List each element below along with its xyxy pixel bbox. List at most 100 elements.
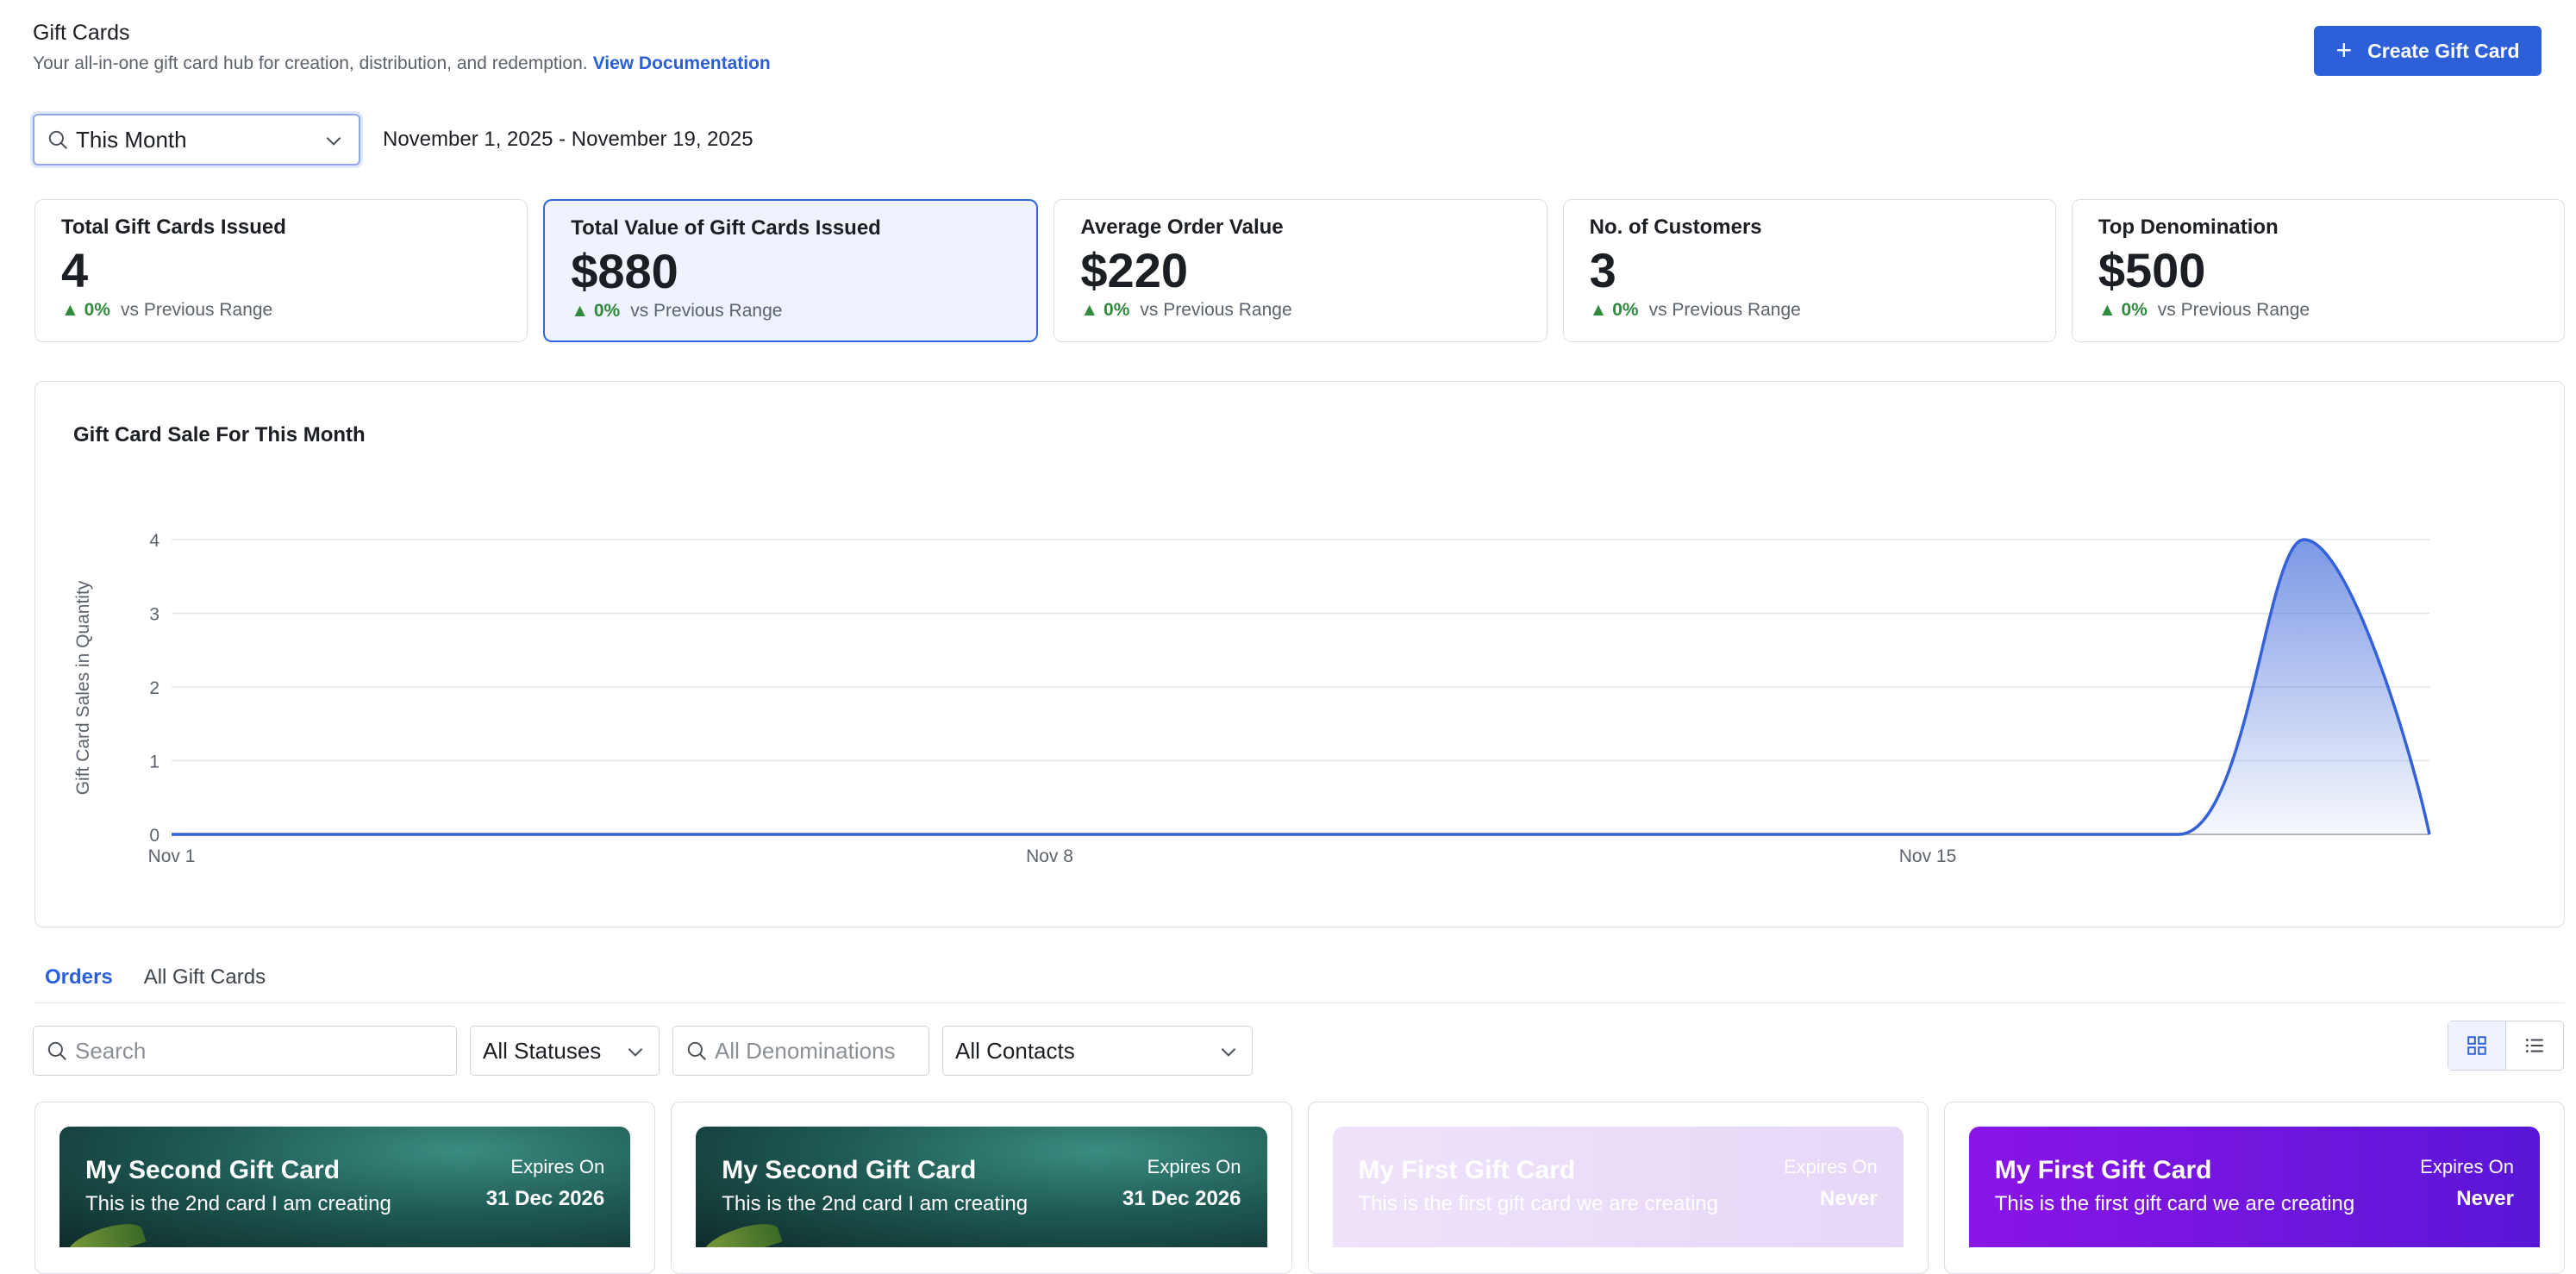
stat-average-order[interactable]: Average Order Value $220 ▲ 0% vs Previous… bbox=[1054, 199, 1547, 342]
x-tick-label: Nov 1 bbox=[148, 846, 196, 866]
grid-view-button[interactable] bbox=[2448, 1021, 2506, 1070]
gift-card-expiry: Expires On 31 Dec 2026 bbox=[486, 1156, 604, 1211]
gift-card-preview: My Second Gift Card This is the 2nd card… bbox=[696, 1127, 1266, 1247]
stat-label: Total Value of Gift Cards Issued bbox=[571, 216, 1010, 240]
trend-up-icon: ▲ 0% bbox=[1590, 300, 1639, 320]
stat-change: 0% bbox=[2121, 300, 2147, 320]
gift-card-expiry: Expires On Never bbox=[1784, 1156, 1878, 1211]
x-tick-label: Nov 15 bbox=[1899, 846, 1957, 866]
leaf-decoration bbox=[65, 1217, 147, 1247]
search-icon bbox=[685, 1040, 708, 1062]
create-gift-card-button[interactable]: + Create Gift Card bbox=[2314, 26, 2542, 76]
page-subtitle: Your all-in-one gift card hub for creati… bbox=[33, 53, 771, 74]
stat-label: Total Gift Cards Issued bbox=[61, 215, 501, 240]
filters-bar: Search All Statuses All Denominations Al… bbox=[33, 1026, 1253, 1076]
gift-card-item[interactable]: My First Gift Card This is the first gif… bbox=[1308, 1102, 1929, 1274]
y-tick-label: 1 bbox=[149, 753, 159, 772]
gift-card-item[interactable]: My First Gift Card This is the first gif… bbox=[1944, 1102, 2565, 1274]
stat-value: 4 bbox=[61, 243, 501, 298]
stat-label: No. of Customers bbox=[1590, 215, 2029, 240]
stat-compare: vs Previous Range bbox=[630, 301, 782, 321]
date-range-select[interactable]: This Month bbox=[33, 114, 360, 165]
stat-top-denomination[interactable]: Top Denomination $500 ▲ 0% vs Previous Ra… bbox=[2072, 199, 2565, 342]
view-toggle bbox=[2448, 1021, 2564, 1071]
grid-icon bbox=[2466, 1034, 2488, 1057]
view-documentation-link[interactable]: View Documentation bbox=[593, 53, 771, 73]
stat-trend: ▲ 0% vs Previous Range bbox=[2098, 300, 2538, 321]
gift-card-grid: My Second Gift Card This is the 2nd card… bbox=[34, 1102, 2565, 1274]
leaf-decoration bbox=[701, 1217, 783, 1247]
status-value: All Statuses bbox=[483, 1038, 601, 1065]
page-title: Gift Cards bbox=[33, 21, 771, 46]
trend-up-icon: ▲ 0% bbox=[61, 300, 110, 320]
search-placeholder: Search bbox=[75, 1038, 146, 1065]
chevron-down-icon bbox=[624, 1040, 647, 1063]
contacts-select[interactable]: All Contacts bbox=[942, 1026, 1253, 1076]
stat-trend: ▲ 0% vs Previous Range bbox=[61, 300, 501, 321]
gift-card-preview: My First Gift Card This is the first gif… bbox=[1333, 1127, 1904, 1247]
search-input[interactable]: Search bbox=[33, 1026, 457, 1076]
gift-card-item[interactable]: My Second Gift Card This is the 2nd card… bbox=[34, 1102, 655, 1274]
stat-label: Average Order Value bbox=[1080, 215, 1520, 240]
expiry-date: 31 Dec 2026 bbox=[1122, 1187, 1241, 1211]
create-gift-card-label: Create Gift Card bbox=[2367, 40, 2519, 63]
trend-up-icon: ▲ 0% bbox=[571, 301, 620, 321]
search-icon bbox=[46, 1040, 68, 1062]
trend-up-icon: ▲ 0% bbox=[2098, 300, 2148, 320]
stat-total-issued[interactable]: Total Gift Cards Issued 4 ▲ 0% vs Previou… bbox=[34, 199, 528, 342]
gift-card-preview: My Second Gift Card This is the 2nd card… bbox=[59, 1127, 630, 1247]
tab-orders[interactable]: Orders bbox=[45, 965, 113, 1002]
stat-change: 0% bbox=[1104, 300, 1129, 320]
stat-trend: ▲ 0% vs Previous Range bbox=[1080, 300, 1520, 321]
stat-change: 0% bbox=[594, 301, 620, 321]
orders-tabs: Orders All Gift Cards bbox=[34, 965, 2565, 1003]
list-icon bbox=[2523, 1034, 2546, 1057]
date-range-text: November 1, 2025 - November 19, 2025 bbox=[383, 128, 753, 152]
stat-total-value[interactable]: Total Value of Gift Cards Issued $880 ▲ … bbox=[543, 199, 1038, 342]
search-icon bbox=[47, 128, 69, 151]
stat-compare: vs Previous Range bbox=[1140, 300, 1291, 320]
denomination-select[interactable]: All Denominations bbox=[672, 1026, 929, 1076]
stat-change: 0% bbox=[1612, 300, 1638, 320]
stat-value: 3 bbox=[1590, 243, 2029, 298]
gift-card-expiry: Expires On 31 Dec 2026 bbox=[1122, 1156, 1241, 1211]
stat-value: $500 bbox=[2098, 243, 2538, 298]
stat-compare: vs Previous Range bbox=[121, 300, 272, 320]
expiry-label: Expires On bbox=[486, 1156, 604, 1178]
chevron-down-icon bbox=[322, 129, 345, 152]
chart-ylabel: Gift Card Sales in Quantity bbox=[73, 580, 93, 795]
date-range-value: This Month bbox=[76, 127, 187, 153]
denomination-placeholder: All Denominations bbox=[715, 1038, 896, 1065]
stat-customers[interactable]: No. of Customers 3 ▲ 0% vs Previous Range bbox=[1563, 199, 2056, 342]
page-header: Gift Cards Your all-in-one gift card hub… bbox=[33, 21, 771, 74]
stat-value: $220 bbox=[1080, 243, 1520, 298]
expiry-label: Expires On bbox=[1784, 1156, 1878, 1178]
stat-label: Top Denomination bbox=[2098, 215, 2538, 240]
stat-compare: vs Previous Range bbox=[2158, 300, 2310, 320]
subtitle-text: Your all-in-one gift card hub for creati… bbox=[33, 53, 588, 73]
stats-row: Total Gift Cards Issued 4 ▲ 0% vs Previou… bbox=[34, 199, 2565, 342]
stat-trend: ▲ 0% vs Previous Range bbox=[571, 301, 1010, 322]
expiry-label: Expires On bbox=[1122, 1156, 1241, 1178]
stat-change: 0% bbox=[84, 300, 110, 320]
contacts-value: All Contacts bbox=[955, 1038, 1075, 1065]
tab-all-gift-cards[interactable]: All Gift Cards bbox=[144, 965, 266, 1002]
x-tick-label: Nov 8 bbox=[1026, 846, 1073, 866]
expiry-label: Expires On bbox=[2420, 1156, 2514, 1178]
y-tick-label: 2 bbox=[149, 678, 159, 698]
stat-compare: vs Previous Range bbox=[1649, 300, 1801, 320]
stat-value: $880 bbox=[571, 244, 1010, 299]
expiry-date: Never bbox=[1784, 1187, 1878, 1211]
y-tick-label: 3 bbox=[149, 605, 159, 625]
list-view-button[interactable] bbox=[2506, 1021, 2563, 1070]
chevron-down-icon bbox=[1217, 1040, 1240, 1063]
gift-card-preview: My First Gift Card This is the first gif… bbox=[1969, 1127, 2540, 1247]
expiry-date: Never bbox=[2420, 1187, 2514, 1211]
status-select[interactable]: All Statuses bbox=[470, 1026, 660, 1076]
y-tick-label: 4 bbox=[149, 531, 159, 551]
expiry-date: 31 Dec 2026 bbox=[486, 1187, 604, 1211]
plus-icon: + bbox=[2335, 36, 2352, 64]
trend-up-icon: ▲ 0% bbox=[1080, 300, 1129, 320]
gift-card-item[interactable]: My Second Gift Card This is the 2nd card… bbox=[671, 1102, 1291, 1274]
